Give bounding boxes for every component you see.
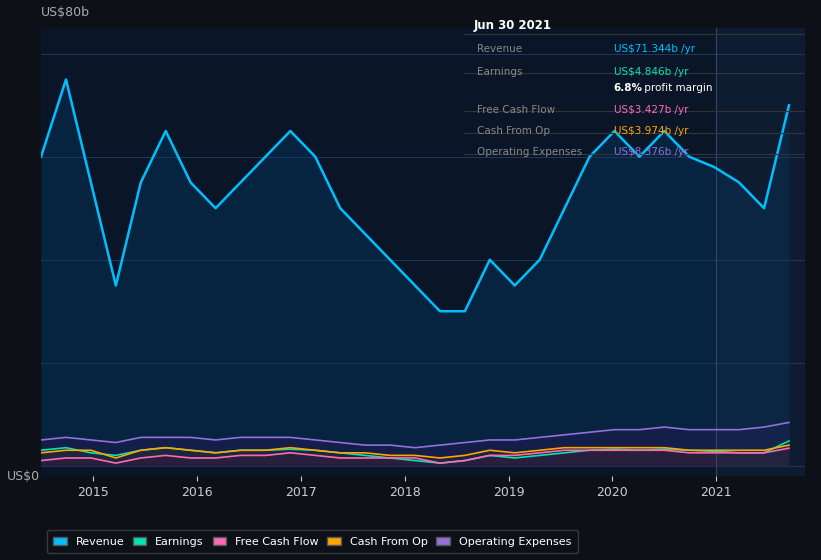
Text: 6.8%: 6.8% — [614, 83, 643, 93]
Text: Operating Expenses: Operating Expenses — [478, 147, 583, 157]
Legend: Revenue, Earnings, Free Cash Flow, Cash From Op, Operating Expenses: Revenue, Earnings, Free Cash Flow, Cash … — [47, 530, 578, 553]
Text: US$3.974b /yr: US$3.974b /yr — [614, 126, 688, 136]
Text: US$4.846b /yr: US$4.846b /yr — [614, 67, 688, 77]
Text: Earnings: Earnings — [478, 67, 523, 77]
Text: US$80b: US$80b — [41, 6, 90, 19]
Text: US$8.376b /yr: US$8.376b /yr — [614, 147, 688, 157]
Text: Jun 30 2021: Jun 30 2021 — [474, 20, 552, 32]
Text: US$71.344b /yr: US$71.344b /yr — [614, 44, 695, 54]
Text: Free Cash Flow: Free Cash Flow — [478, 105, 556, 115]
Text: profit margin: profit margin — [641, 83, 713, 93]
Bar — [716, 28, 805, 476]
Text: Cash From Op: Cash From Op — [478, 126, 551, 136]
Text: Revenue: Revenue — [478, 44, 523, 54]
Text: US$3.427b /yr: US$3.427b /yr — [614, 105, 688, 115]
Text: US$0: US$0 — [7, 469, 40, 483]
